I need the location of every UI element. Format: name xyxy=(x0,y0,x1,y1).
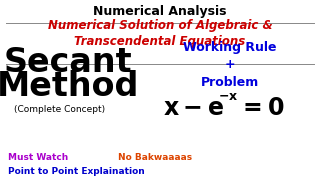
Text: $\mathbf{-x}$: $\mathbf{-x}$ xyxy=(218,91,238,104)
Text: $\mathbf{x - e}$: $\mathbf{x - e}$ xyxy=(163,96,224,120)
Text: Secant: Secant xyxy=(4,46,132,78)
Text: $\mathbf{=0}$: $\mathbf{=0}$ xyxy=(238,96,284,120)
Text: No Bakwaaaas: No Bakwaaaas xyxy=(118,154,192,163)
Text: Numerical Analysis: Numerical Analysis xyxy=(93,6,227,19)
Text: Method: Method xyxy=(0,71,139,104)
Text: (Complete Concept): (Complete Concept) xyxy=(14,105,106,114)
Text: Must Watch: Must Watch xyxy=(8,154,68,163)
Text: Working Rule
+
Problem: Working Rule + Problem xyxy=(183,40,277,89)
Text: Numerical Solution of Algebraic &
Transcendental Equations: Numerical Solution of Algebraic & Transc… xyxy=(48,19,272,48)
Text: Point to Point Explaination: Point to Point Explaination xyxy=(8,168,145,177)
